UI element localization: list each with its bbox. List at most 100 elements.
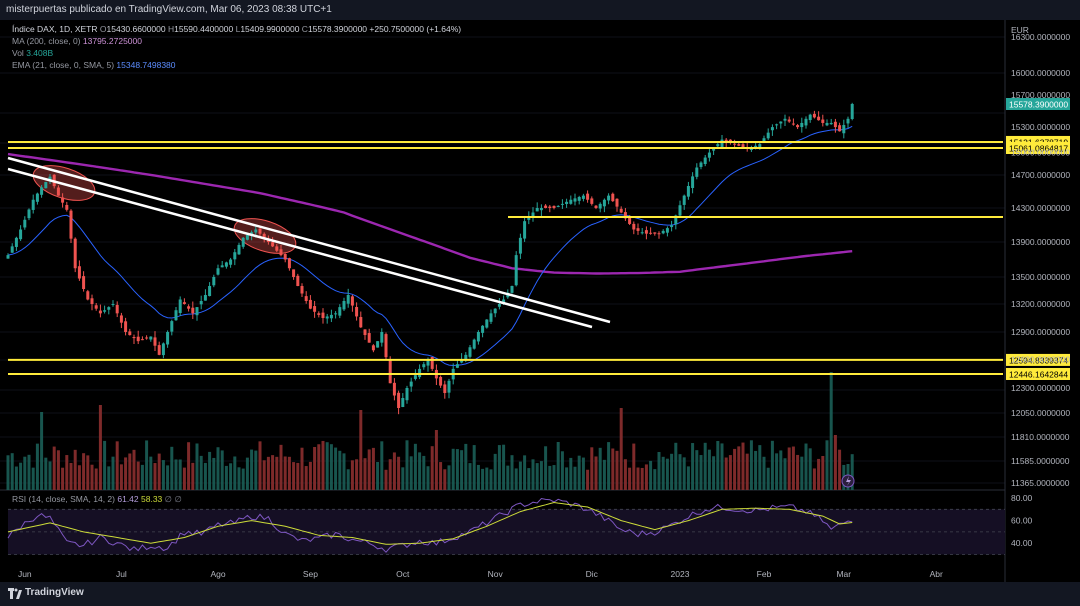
- candle-body: [355, 307, 359, 317]
- volume-bar: [350, 460, 354, 490]
- volume-bar: [44, 457, 48, 490]
- candle-body: [678, 205, 682, 216]
- volume-bar: [262, 460, 266, 490]
- volume-bar: [6, 455, 10, 490]
- volume-bar: [577, 455, 581, 490]
- volume-bar: [19, 462, 23, 490]
- candle-body: [140, 339, 144, 341]
- volume-bar: [644, 464, 648, 490]
- tradingview-logo-icon[interactable]: [8, 588, 22, 600]
- volume-bar: [203, 462, 207, 490]
- volume-bar: [779, 450, 783, 490]
- candle-body: [497, 304, 501, 307]
- price-tick: 16000.0000000: [1011, 68, 1070, 78]
- candle-body: [119, 315, 123, 323]
- candle-body: [124, 321, 128, 332]
- candle-body: [661, 230, 665, 234]
- level-label: 12594.8339374: [1009, 355, 1068, 365]
- candle-body: [199, 301, 203, 305]
- candle-body: [350, 296, 354, 306]
- legend-ema-row: EMA (21, close, 0, SMA, 5) 15348.7498380: [12, 60, 176, 71]
- candle-body: [279, 249, 283, 256]
- candle-body: [812, 113, 816, 118]
- volume-bar: [338, 450, 342, 490]
- candle-body: [224, 262, 228, 267]
- candle-body: [342, 301, 346, 310]
- volume-bar: [775, 453, 779, 490]
- volume-bar: [157, 453, 161, 490]
- volume-bar: [590, 447, 594, 490]
- volume-bar: [73, 449, 77, 490]
- candle-body: [455, 364, 459, 368]
- candle-body: [275, 246, 279, 251]
- volume-bar: [321, 440, 325, 490]
- volume-bar: [254, 450, 258, 490]
- currency-label: EUR: [1011, 25, 1029, 35]
- candle-body: [401, 398, 405, 408]
- volume-bar: [737, 446, 741, 490]
- candle-body: [107, 307, 111, 310]
- time-tick: Jul: [116, 569, 127, 579]
- time-axis[interactable]: Jun Jul Ago Sep Oct Nov Dic 2023 Feb Mar Abr: [18, 569, 943, 579]
- candle-body: [783, 118, 787, 121]
- trend-line-upper: [7, 156, 611, 324]
- volume-bar: [208, 451, 212, 490]
- volume-bar: [279, 444, 283, 490]
- volume-bar: [405, 440, 409, 490]
- trend-line-lower: [7, 167, 593, 329]
- volume-bar: [413, 443, 417, 490]
- candle-body: [464, 354, 468, 360]
- candle-body: [262, 233, 266, 238]
- volume-bar: [447, 465, 451, 490]
- price-tick: 15300.0000000: [1011, 122, 1070, 132]
- candle-body: [132, 337, 136, 339]
- candle-body: [850, 104, 854, 120]
- dax-chart[interactable]: 15121.637871915061.086481712594.83393741…: [0, 20, 1080, 582]
- volume-bar: [712, 456, 716, 490]
- volume-bar: [275, 456, 279, 490]
- volume-bar: [527, 468, 531, 490]
- level-label-box: [1006, 353, 1070, 366]
- candle-body: [817, 116, 821, 121]
- candle-body: [670, 225, 674, 228]
- lightning-icon[interactable]: [841, 474, 855, 488]
- volume-bar: [728, 455, 732, 490]
- low-value: 15409.9900000: [240, 24, 300, 34]
- candle-body: [321, 312, 325, 318]
- candle-body: [182, 302, 186, 304]
- volume-bar: [640, 467, 644, 490]
- volume-bar: [401, 467, 405, 490]
- candle-body: [657, 233, 661, 235]
- candle-body: [363, 329, 367, 336]
- volume-bar: [174, 459, 178, 490]
- candle-body: [775, 124, 779, 126]
- candle-body: [808, 114, 812, 121]
- volume-bar: [65, 455, 69, 490]
- candle-body: [397, 392, 401, 408]
- price-axis[interactable]: 15121.637871915061.086481712594.83393741…: [1006, 25, 1070, 548]
- candle-body: [791, 123, 795, 125]
- volume-bar: [212, 457, 216, 490]
- volume-bar: [182, 467, 186, 490]
- candle-body: [77, 266, 81, 279]
- price-tick: 14300.0000000: [1011, 203, 1070, 213]
- open-label: O: [99, 24, 107, 34]
- price-tick: 12600.0000000: [1011, 354, 1070, 364]
- candle-body: [82, 276, 86, 289]
- candle-body: [598, 203, 602, 209]
- candle-body: [35, 193, 39, 202]
- candle-body: [766, 132, 770, 139]
- rsi-tick: 60.00: [1011, 516, 1033, 526]
- brand-name[interactable]: TradingView: [25, 587, 84, 598]
- horizontal-levels: [8, 140, 1003, 375]
- volume-bar: [77, 465, 81, 490]
- rsi-ma-line: [7, 501, 853, 545]
- candle-body: [359, 317, 363, 328]
- candle-body: [628, 216, 632, 224]
- candle-body: [61, 197, 65, 203]
- candle-body: [615, 198, 619, 207]
- volume-bar: [565, 467, 569, 490]
- legend-price-row: Índice DAX, 1D, XETR O15430.6600000 H155…: [12, 24, 461, 35]
- volume-bar: [140, 464, 144, 490]
- time-tick: Dic: [586, 569, 599, 579]
